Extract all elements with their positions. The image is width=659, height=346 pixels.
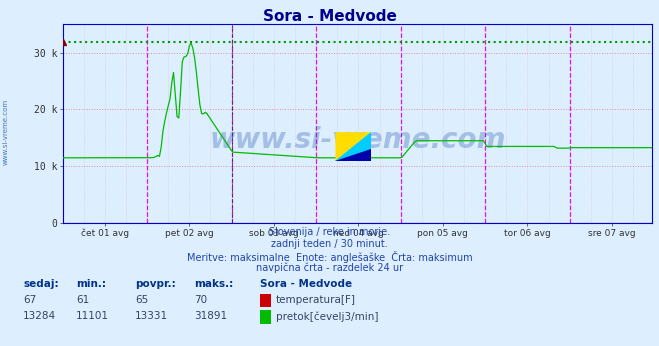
- Text: Slovenija / reke in morje.: Slovenija / reke in morje.: [269, 227, 390, 237]
- Polygon shape: [335, 132, 371, 161]
- Text: 70: 70: [194, 295, 208, 305]
- Text: maks.:: maks.:: [194, 279, 234, 289]
- Polygon shape: [335, 149, 371, 161]
- Text: temperatura[F]: temperatura[F]: [276, 295, 356, 305]
- Text: zadnji teden / 30 minut.: zadnji teden / 30 minut.: [271, 239, 388, 249]
- Text: 31891: 31891: [194, 311, 227, 321]
- Text: Sora - Medvode: Sora - Medvode: [260, 279, 353, 289]
- Text: min.:: min.:: [76, 279, 106, 289]
- Polygon shape: [335, 132, 371, 161]
- Text: pretok[čevelj3/min]: pretok[čevelj3/min]: [276, 311, 379, 322]
- Text: 13284: 13284: [23, 311, 56, 321]
- Text: www.si-vreme.com: www.si-vreme.com: [2, 98, 9, 165]
- Text: sedaj:: sedaj:: [23, 279, 59, 289]
- Text: Meritve: maksimalne  Enote: anglešaške  Črta: maksimum: Meritve: maksimalne Enote: anglešaške Čr…: [186, 251, 473, 263]
- Text: 11101: 11101: [76, 311, 109, 321]
- Text: 13331: 13331: [135, 311, 168, 321]
- Text: 67: 67: [23, 295, 36, 305]
- Text: 65: 65: [135, 295, 148, 305]
- Text: 61: 61: [76, 295, 89, 305]
- Text: Sora - Medvode: Sora - Medvode: [262, 9, 397, 24]
- Text: navpična črta - razdelek 24 ur: navpična črta - razdelek 24 ur: [256, 263, 403, 273]
- Text: povpr.:: povpr.:: [135, 279, 176, 289]
- Text: www.si-vreme.com: www.si-vreme.com: [210, 126, 505, 154]
